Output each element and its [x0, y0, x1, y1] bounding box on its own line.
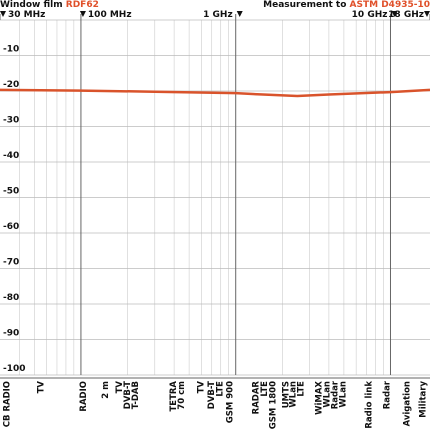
- band-label: LTE: [297, 381, 307, 397]
- band-label: 70 cm: [177, 381, 187, 410]
- band-label: UMTS: [282, 381, 292, 408]
- band-label: LTE: [216, 381, 226, 397]
- y-tick-label: -90: [3, 329, 19, 339]
- band-label: WLan: [323, 381, 333, 408]
- band-label: TV: [115, 381, 125, 394]
- band-label: 2 m: [101, 381, 111, 399]
- band-label: CB RADIO: [2, 381, 12, 427]
- chart-subtitle: Measurement to ASTM D4935-10: [263, 0, 430, 10]
- chart-title: Window film RDF62: [0, 0, 99, 10]
- arrow-marker: [0, 11, 6, 17]
- band-label: TV: [197, 381, 207, 394]
- y-tick-label: -80: [3, 293, 19, 303]
- x-tick-label: 1 GHz: [203, 10, 233, 20]
- y-tick-label: -10: [3, 45, 19, 55]
- x-tick-label: 10 GHz: [352, 10, 388, 20]
- band-label: WiMAX: [315, 381, 325, 415]
- band-label: Radar: [331, 380, 341, 409]
- band-label: LTE: [260, 381, 270, 397]
- y-tick-label: -100: [3, 364, 26, 374]
- band-label: Radio link: [364, 381, 374, 429]
- band-label: WLan: [339, 381, 349, 408]
- arrow-marker: [79, 11, 86, 17]
- band-label: TV: [37, 381, 47, 394]
- band-label: TETRA: [169, 381, 179, 412]
- y-tick-label: -50: [3, 187, 19, 197]
- band-label: DVB-T: [207, 381, 217, 409]
- band-label: RADAR: [252, 381, 262, 415]
- x-tick-label: 100 MHz: [88, 10, 132, 20]
- arrow-marker: [236, 11, 243, 17]
- band-label: GSM 900: [226, 381, 236, 423]
- y-tick-label: -70: [3, 258, 19, 268]
- band-label: Radar: [382, 380, 392, 409]
- y-tick-label: -20: [3, 80, 19, 90]
- arrow-marker: [391, 11, 398, 17]
- band-label: DVB-T: [123, 381, 133, 409]
- x-tick-label: 30 MHz: [8, 10, 45, 20]
- y-tick-label: -60: [3, 222, 19, 232]
- band-label: Avigation: [403, 381, 413, 426]
- data-line: [0, 88, 430, 98]
- y-tick-label: -30: [3, 116, 19, 126]
- band-label: RADIO: [79, 381, 89, 412]
- band-label: Military: [419, 381, 429, 418]
- y-tick-label: -40: [3, 151, 19, 161]
- band-label: GSM 1800: [269, 381, 279, 429]
- band-label: T-DAB: [131, 381, 141, 409]
- arrow-marker: [424, 11, 430, 17]
- band-label: WLan: [289, 381, 299, 408]
- x-tick-label: 18 GHz: [388, 10, 424, 20]
